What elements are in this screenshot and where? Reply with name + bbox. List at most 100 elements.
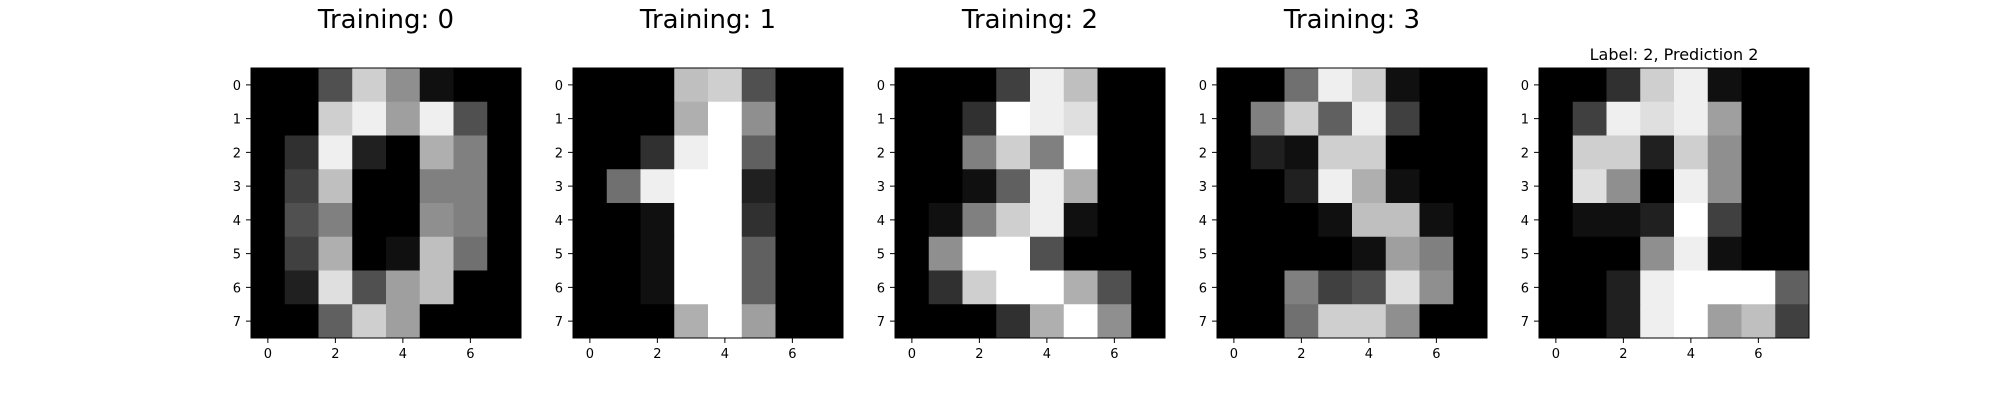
pixel-cell — [1640, 236, 1675, 271]
pixel-cell — [251, 304, 286, 339]
pixel-cell — [1775, 236, 1810, 271]
pixel-cell — [318, 135, 353, 170]
pixel-cell — [487, 236, 522, 271]
pixel-cell — [775, 270, 810, 305]
pixel-cell — [419, 135, 454, 170]
pixel-cell — [1606, 270, 1641, 305]
pixel-cell — [1318, 169, 1353, 204]
pixel-cell — [1674, 68, 1709, 103]
pixel-cell — [809, 68, 844, 103]
pixel-cell — [741, 68, 776, 103]
pixel-cell — [1606, 68, 1641, 103]
pixel-cell — [1318, 270, 1353, 305]
pixel-cell — [1352, 270, 1387, 305]
y-tick-label: 7 — [1521, 315, 1529, 330]
x-tick-label: 2 — [1297, 347, 1305, 362]
y-tick-label: 6 — [1521, 281, 1529, 296]
pixel-cell — [996, 270, 1031, 305]
pixel-cell — [1318, 68, 1353, 103]
x-tick-label: 4 — [1365, 347, 1373, 362]
pixel-cell — [487, 101, 522, 136]
pixel-cell — [1741, 203, 1776, 238]
pixel-cell — [1030, 101, 1065, 136]
pixel-cell — [996, 135, 1031, 170]
y-tick-label: 3 — [877, 180, 885, 195]
pixel-cell — [1217, 169, 1252, 204]
pixel-cell — [1707, 68, 1742, 103]
pixel-cell — [962, 236, 997, 271]
pixel-cell — [1284, 135, 1319, 170]
pixel-cell — [1453, 68, 1488, 103]
pixel-cell — [1352, 304, 1387, 339]
pixel-cell — [1097, 270, 1132, 305]
pixel-cell — [1352, 68, 1387, 103]
y-tick-label: 2 — [233, 146, 241, 161]
pixel-cell — [1775, 135, 1810, 170]
pixel-cell — [708, 68, 743, 103]
pixel-cell — [1419, 236, 1454, 271]
pixel-cell — [1217, 304, 1252, 339]
x-tick-label: 4 — [399, 347, 407, 362]
y-tick-label: 3 — [233, 180, 241, 195]
pixel-cell — [895, 68, 930, 103]
pixel-cell — [1284, 68, 1319, 103]
pixel-cell — [573, 68, 608, 103]
y-tick-label: 7 — [233, 315, 241, 330]
pixel-cell — [1741, 304, 1776, 339]
pixel-cell — [741, 203, 776, 238]
y-tick-label: 1 — [877, 113, 885, 128]
y-tick-label: 0 — [1199, 79, 1207, 94]
axes-frame — [572, 67, 844, 339]
pixel-cell — [251, 68, 286, 103]
pixel-cell — [775, 101, 810, 136]
pixel-cell — [674, 203, 709, 238]
y-tick-label: 6 — [1199, 281, 1207, 296]
pixel-cell — [640, 135, 675, 170]
x-tick-label: 2 — [1619, 347, 1627, 362]
panel-2: Training: 2 0 2 4 6 0 1 2 3 4 5 6 7 — [877, 5, 1166, 362]
pixel-cell — [674, 304, 709, 339]
pixel-cell — [1741, 169, 1776, 204]
y-tick-label: 4 — [233, 214, 241, 229]
pixel-cell — [573, 135, 608, 170]
pixel-cell — [962, 101, 997, 136]
pixel-cell — [419, 203, 454, 238]
pixel-cell — [453, 169, 488, 204]
y-tick-label: 4 — [877, 214, 885, 229]
pixel-cell — [1352, 101, 1387, 136]
x-tick-label: 4 — [1687, 347, 1695, 362]
pixel-cell — [962, 203, 997, 238]
pixel-cell — [895, 270, 930, 305]
pixel-cell — [251, 270, 286, 305]
pixel-cell — [928, 101, 963, 136]
pixel-cell — [1741, 101, 1776, 136]
pixel-cell — [419, 101, 454, 136]
y-tick-label: 7 — [1199, 315, 1207, 330]
pixel-cell — [573, 236, 608, 271]
pixel-cell — [1640, 203, 1675, 238]
pixel-cell — [1030, 236, 1065, 271]
pixel-cell — [962, 135, 997, 170]
pixel-cell — [284, 270, 319, 305]
pixel-cell — [962, 169, 997, 204]
pixel-cell — [1606, 169, 1641, 204]
y-tick-label: 3 — [1521, 180, 1529, 195]
pixel-cell — [1063, 169, 1098, 204]
pixel-cell — [386, 101, 421, 136]
y-tick-label: 3 — [1199, 180, 1207, 195]
pixel-cell — [1352, 135, 1387, 170]
pixel-cell — [674, 135, 709, 170]
pixel-cell — [1572, 304, 1607, 339]
pixel-cell — [809, 169, 844, 204]
pixel-cell — [453, 236, 488, 271]
pixel-cell — [708, 135, 743, 170]
pixel-cell — [1284, 236, 1319, 271]
pixel-cell — [1318, 203, 1353, 238]
pixel-cell — [606, 135, 641, 170]
pixel-cell — [318, 68, 353, 103]
pixel-cell — [1318, 236, 1353, 271]
pixel-cell — [284, 203, 319, 238]
pixel-cell — [386, 304, 421, 339]
panel-4: Label: 2, Prediction 2 0 2 4 6 0 1 2 3 4 5 6 7 — [1521, 45, 1810, 362]
